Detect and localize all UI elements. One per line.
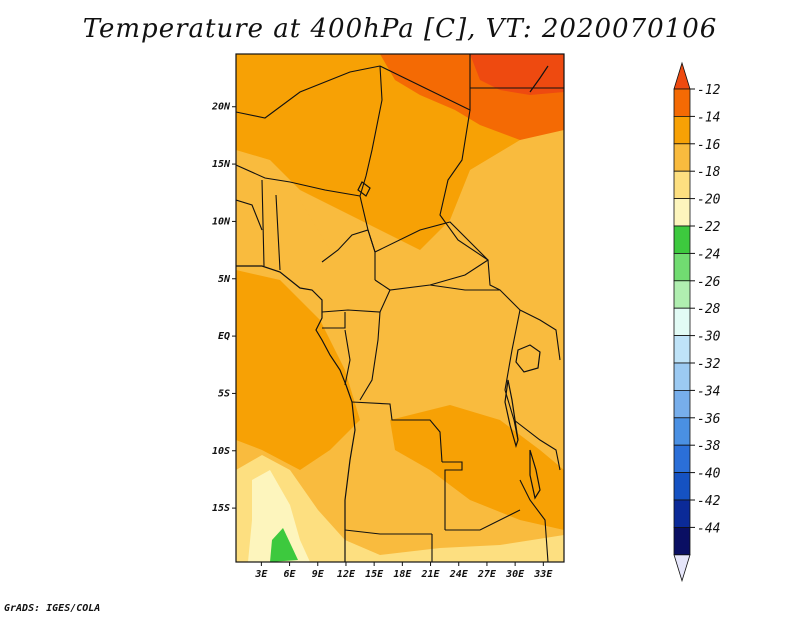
grads-credit: GrADS: IGES/COLA xyxy=(4,603,101,614)
lat-label: 10N xyxy=(212,216,231,227)
border-chad-sudan xyxy=(439,109,501,291)
country-borders xyxy=(236,54,564,562)
colorbar-label: -32 xyxy=(697,357,721,372)
plot-frame xyxy=(235,53,565,563)
coast-west-africa xyxy=(236,265,356,562)
colorbar-swatch xyxy=(673,170,691,199)
colorbar-label: -28 xyxy=(697,302,721,317)
colorbar-label: -30 xyxy=(697,330,721,345)
colorbar-label: -16 xyxy=(697,138,721,153)
lon-label: 33E xyxy=(533,569,553,580)
colorbar-label: -34 xyxy=(697,384,720,399)
colorbar-label: -36 xyxy=(697,412,721,427)
border-cameroon-south xyxy=(321,289,391,313)
colorbar-swatch xyxy=(673,335,691,364)
colorbar-swatch xyxy=(673,280,691,309)
colorbar-label: -26 xyxy=(697,275,721,290)
border-congo-drc xyxy=(359,311,381,401)
colorbar-label: -24 xyxy=(697,247,720,262)
lat-label: 10S xyxy=(212,446,230,457)
lon-label: 21E xyxy=(421,569,441,580)
lake-chad xyxy=(357,181,371,197)
colorbar-label: -40 xyxy=(697,467,721,482)
colorbar: -12 -14 -16 -18 -20 -22 -24 -26 -28 -30 -32 -34 -36 -… xyxy=(673,61,721,583)
lake-malawi xyxy=(529,449,541,500)
colorbar-swatch xyxy=(673,444,691,474)
coast-red-sea xyxy=(529,65,549,93)
field-band-minus22 xyxy=(270,528,298,562)
border-niger-nigeria xyxy=(236,164,361,197)
lon-label: 12E xyxy=(337,569,356,580)
border-tanzania xyxy=(513,419,561,471)
longitude-axis: 3E 6E 9E 12E 15E 18E 21E 24E 27E 30E 33E xyxy=(254,562,553,580)
colorbar-swatch xyxy=(673,225,691,254)
lon-label: 15E xyxy=(365,569,384,580)
colorbar-label: -12 xyxy=(697,83,721,98)
field-band-warmest xyxy=(470,54,564,95)
border-nigeria-cameroon xyxy=(321,229,376,280)
lat-label: 5N xyxy=(218,274,231,285)
coastlines xyxy=(236,65,549,562)
colorbar-label: -20 xyxy=(697,193,721,208)
colorbar-label: -18 xyxy=(697,165,721,180)
lake-tanganyika xyxy=(504,379,519,449)
border-gabon-congo xyxy=(322,312,351,386)
field-band-minus14-south xyxy=(390,405,564,530)
lon-label: 6E xyxy=(284,569,297,580)
field-band-minus18 xyxy=(236,455,564,562)
colorbar-swatch xyxy=(673,116,691,145)
border-uganda-kenya xyxy=(519,309,561,361)
lake-victoria xyxy=(515,344,541,373)
border-angola-drc xyxy=(351,401,443,463)
temperature-field xyxy=(236,54,564,562)
field-band-minus20 xyxy=(248,470,310,562)
colorbar-swatch xyxy=(673,389,691,419)
lon-label: 3E xyxy=(254,569,268,580)
border-mozambique xyxy=(519,479,549,562)
colorbar-swatch xyxy=(673,499,691,528)
colorbar-swatch xyxy=(673,417,691,446)
lon-label: 24E xyxy=(449,569,469,580)
lat-label: 15S xyxy=(212,503,230,514)
field-band-minus14-west xyxy=(236,270,360,470)
lat-label: 20N xyxy=(211,102,231,113)
border-drc-east xyxy=(504,309,521,441)
lat-label: 5S xyxy=(218,388,230,399)
lon-label: 30E xyxy=(505,569,525,580)
lon-label: 9E xyxy=(312,569,325,580)
colorbar-swatch xyxy=(673,252,691,282)
lon-label: 27E xyxy=(477,569,497,580)
border-angola-namibia xyxy=(344,529,432,535)
border-drc-sudan xyxy=(429,284,521,311)
colorbar-swatch xyxy=(673,307,691,337)
border-car xyxy=(374,221,489,291)
border-ghana xyxy=(236,199,263,231)
lon-label: 18E xyxy=(393,569,412,580)
colorbar-top-arrow xyxy=(673,61,691,90)
colorbar-swatch xyxy=(673,527,691,556)
colorbar-bottom-arrow xyxy=(673,554,691,583)
colorbar-swatch xyxy=(673,143,691,172)
colorbar-swatch xyxy=(673,362,691,391)
border-zambia-zimbabwe xyxy=(445,509,521,531)
latitude-axis: 20N 15N 10N 5N EQ 5S 10S 15S xyxy=(211,102,236,514)
field-band-minus16 xyxy=(236,160,330,270)
colorbar-swatch xyxy=(673,88,691,117)
map-title: Temperature at 400hPa [C], VT: 202007010… xyxy=(82,14,718,44)
lat-label: EQ xyxy=(218,331,230,342)
colorbar-swatch xyxy=(673,198,691,227)
colorbar-label: -14 xyxy=(697,110,720,125)
colorbar-swatch xyxy=(673,472,691,501)
colorbar-label: -44 xyxy=(697,521,720,536)
colorbar-label: -38 xyxy=(697,439,721,454)
border-algeria-niger xyxy=(236,65,381,119)
border-angola-zambia xyxy=(442,461,463,530)
lat-label: 15N xyxy=(212,159,231,170)
colorbar-label: -22 xyxy=(697,220,721,235)
colorbar-label: -42 xyxy=(697,494,721,509)
border-benin-togo xyxy=(261,179,281,271)
